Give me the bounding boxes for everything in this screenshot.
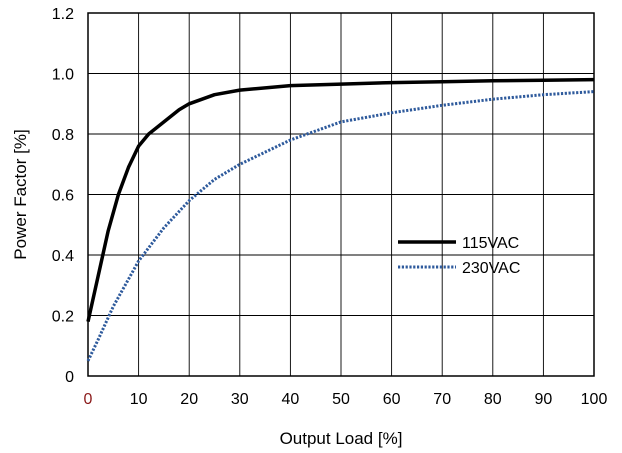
x-tick-label: 90 [535,391,553,408]
legend: 115VAC 230VAC [398,235,520,277]
x-tick-label: 20 [180,391,198,408]
y-tick-label: 0.6 [52,188,74,205]
x-tick-label: 80 [484,391,502,408]
x-tick-label: 0 [84,391,93,408]
x-tick-label: 30 [231,391,249,408]
x-tick-label: 50 [332,391,350,408]
y-tick-label: 0 [65,369,74,386]
y-tick-label: 1.2 [52,6,74,23]
y-axis-title: Power Factor [%] [11,129,30,259]
plot-frame [87,12,595,377]
series-layer [86,77,595,362]
y-tick-label: 0.4 [52,248,74,265]
x-tick-label: 60 [383,391,401,408]
legend-label-230vac: 230VAC [462,260,520,277]
series-line-230vac [86,90,595,362]
y-tick-labels: 0 0.2 0.4 0.6 0.8 1.0 1.2 [52,6,74,386]
x-tick-labels: 0 10 20 30 40 50 60 70 80 90 100 [84,391,608,408]
x-tick-label: 70 [433,391,451,408]
x-tick-label: 40 [282,391,300,408]
legend-label-115vac: 115VAC [462,235,519,252]
x-tick-label: 10 [130,391,148,408]
y-tick-label: 0.2 [52,309,74,326]
y-tick-label: 0.8 [52,127,74,144]
x-axis-title: Output Load [%] [280,429,403,448]
series-line-115vac [86,77,595,322]
y-tick-label: 1.0 [52,67,74,84]
grid-lines [87,12,595,377]
x-tick-label: 100 [581,391,608,408]
